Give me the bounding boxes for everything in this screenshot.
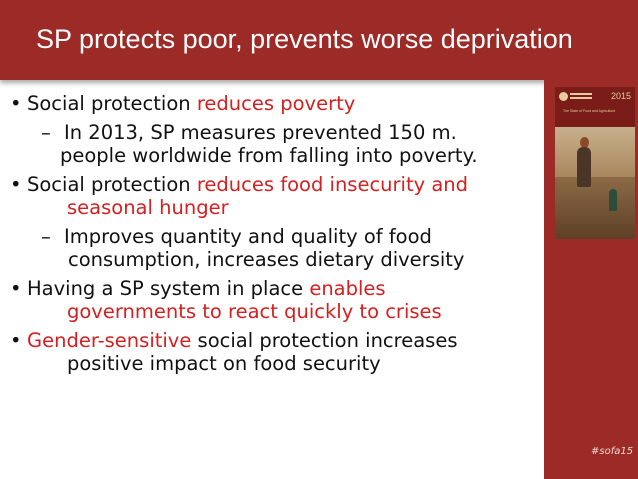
cover-subtitle: The State of Food and Agriculture bbox=[563, 109, 616, 113]
person-head bbox=[580, 137, 589, 148]
bullet-text: Social protection bbox=[27, 173, 197, 196]
bullet-highlight: Gender-sensitive bbox=[27, 329, 192, 352]
sub-bullet-line: In 2013, SP measures prevented 150 m. bbox=[64, 121, 457, 144]
bullet-highlight: enables bbox=[309, 277, 386, 300]
sub-bullet-line: consumption, increases dietary diversity bbox=[68, 248, 465, 271]
cover-header: 2015 The State of Food and Agriculture bbox=[555, 87, 635, 127]
cover-ground bbox=[555, 177, 635, 239]
bullet-text: Social protection bbox=[27, 92, 197, 115]
sub-bullet-2: – Improves quantity and quality of food … bbox=[10, 225, 545, 271]
bullet-4: Gender-sensitive social protection incre… bbox=[10, 329, 545, 375]
bullet-2: Social protection reduces food insecurit… bbox=[10, 173, 545, 219]
report-cover-image: 2015 The State of Food and Agriculture bbox=[555, 87, 635, 239]
sub-bullet-line: Improves quantity and quality of food bbox=[64, 225, 432, 248]
bullet-text: positive impact on food security bbox=[67, 352, 381, 375]
slide-title: SP protects poor, prevents worse depriva… bbox=[36, 24, 573, 54]
title-bar: SP protects poor, prevents worse depriva… bbox=[0, 0, 638, 80]
hashtag: #sofa15 bbox=[591, 446, 634, 457]
bullet-highlight: reduces food insecurity and bbox=[196, 173, 469, 196]
bullet-highlight: reduces poverty bbox=[196, 92, 356, 115]
dash: – bbox=[41, 121, 51, 144]
cover-sky bbox=[555, 127, 635, 177]
sub-bullet-line: people worldwide from falling into pover… bbox=[60, 144, 478, 167]
bullet-highlight: seasonal hunger bbox=[67, 196, 229, 219]
bullet-text: social protection increases bbox=[191, 329, 458, 352]
bullet-list: Social protection reduces poverty – In 2… bbox=[10, 92, 545, 381]
child-figure bbox=[609, 189, 617, 211]
logo-text-lines bbox=[570, 93, 592, 95]
person-figure bbox=[577, 147, 591, 187]
fao-logo-icon bbox=[559, 92, 568, 101]
bullet-highlight: governments to react quickly to crises bbox=[67, 300, 442, 323]
dash: – bbox=[41, 225, 51, 248]
sub-bullet-1: – In 2013, SP measures prevented 150 m. … bbox=[10, 121, 545, 167]
bullet-1: Social protection reduces poverty bbox=[10, 92, 545, 115]
bullet-text: Having a SP system in place bbox=[27, 277, 310, 300]
bullet-3: Having a SP system in place enables gove… bbox=[10, 277, 545, 323]
cover-year: 2015 bbox=[610, 91, 631, 101]
